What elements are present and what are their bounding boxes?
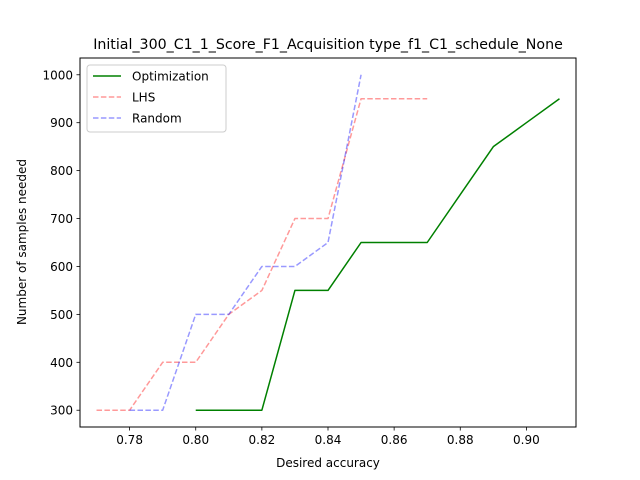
y-tick-label: 900 — [50, 116, 73, 130]
legend-label-optimization: Optimization — [132, 70, 209, 84]
series-line-optimization — [195, 98, 560, 411]
y-tick-label: 300 — [50, 404, 73, 418]
y-tick-label: 600 — [50, 260, 73, 274]
y-tick-label: 700 — [50, 212, 73, 226]
y-axis-label: Number of samples needed — [15, 159, 29, 325]
x-tick-label: 0.84 — [315, 433, 342, 447]
y-tick-label: 400 — [50, 356, 73, 370]
x-tick-label: 0.80 — [182, 433, 209, 447]
legend-box — [86, 64, 227, 133]
series-line-random — [129, 74, 362, 411]
y-tick-label: 500 — [50, 308, 73, 322]
x-tick-label: 0.90 — [513, 433, 540, 447]
chart-title: Initial_300_C1_1_Score_F1_Acquisition ty… — [93, 37, 563, 53]
x-axis: 0.78 0.80 0.82 0.84 0.86 0.88 0.90 — [116, 427, 540, 447]
plot-area — [96, 74, 560, 411]
x-tick-label: 0.86 — [381, 433, 408, 447]
x-tick-label: 0.88 — [447, 433, 474, 447]
y-tick-label: 1000 — [42, 68, 73, 82]
y-tick-label: 800 — [50, 164, 73, 178]
y-axis: 300 400 500 600 700 800 900 1000 — [42, 68, 80, 418]
x-axis-label: Desired accuracy — [276, 456, 380, 470]
x-tick-label: 0.78 — [116, 433, 143, 447]
legend: Optimization LHS Random — [86, 64, 227, 133]
legend-label-random: Random — [132, 112, 182, 126]
legend-label-lhs: LHS — [132, 91, 155, 105]
plot-frame — [79, 57, 577, 428]
x-tick-label: 0.82 — [249, 433, 276, 447]
series-line-lhs — [96, 97, 428, 411]
